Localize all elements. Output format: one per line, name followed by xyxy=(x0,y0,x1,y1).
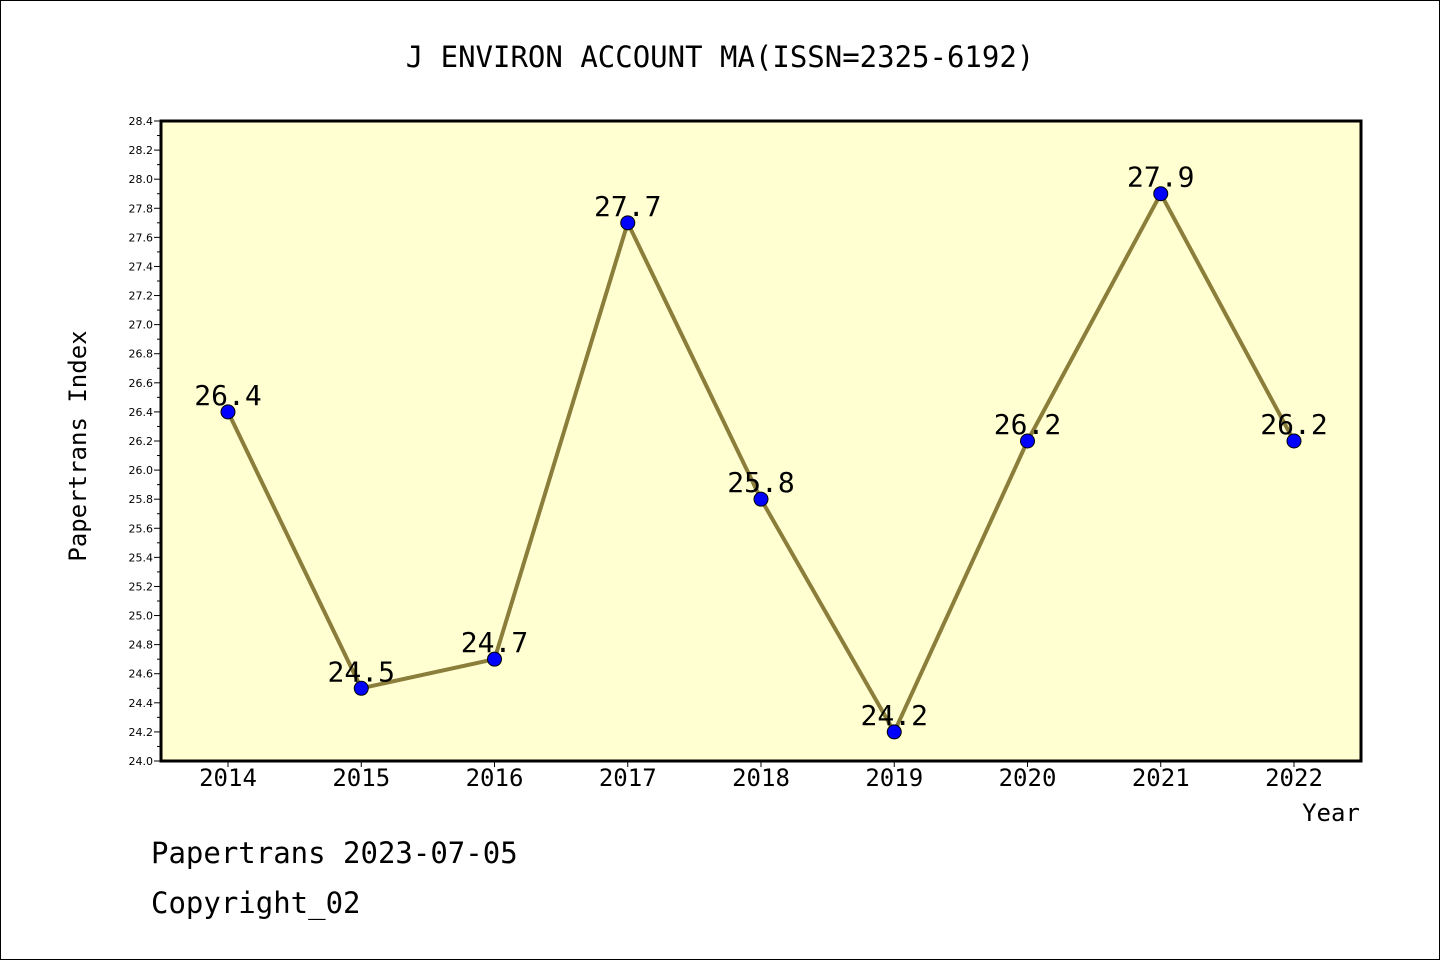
data-label-2016: 24.7 xyxy=(461,626,528,659)
y-tick-label: 24.2 xyxy=(129,726,154,739)
footer-copyright: Copyright_02 xyxy=(151,886,361,920)
x-tick-label: 2018 xyxy=(732,764,790,792)
y-tick-label: 27.2 xyxy=(129,290,154,303)
y-tick-label: 28.2 xyxy=(129,144,154,157)
x-tick-label: 2019 xyxy=(865,764,923,792)
y-tick-label: 25.4 xyxy=(129,551,154,564)
y-axis-label: Papertrans Index xyxy=(64,330,92,561)
plot-background xyxy=(161,121,1361,761)
data-point-2019 xyxy=(886,724,902,740)
y-tick-label: 27.4 xyxy=(129,260,154,273)
data-label-2020: 26.2 xyxy=(994,408,1061,441)
data-label-2014: 26.4 xyxy=(194,379,261,412)
data-point-2016 xyxy=(487,651,502,667)
y-tick-label: 24.4 xyxy=(129,697,154,710)
x-tick-label: 2017 xyxy=(599,764,657,792)
data-label-2015: 24.5 xyxy=(328,655,395,688)
plot-frame xyxy=(159,119,1363,763)
data-point-2015 xyxy=(353,680,369,696)
y-tick-label: 27.6 xyxy=(129,231,154,244)
y-tick-label: 27.8 xyxy=(129,202,154,215)
footer-date: Papertrans 2023-07-05 xyxy=(151,836,518,870)
y-tick-label: 26.0 xyxy=(129,464,154,477)
y-tick-label: 26.6 xyxy=(129,377,154,390)
y-tick-label: 26.4 xyxy=(129,406,154,419)
y-tick-label: 25.0 xyxy=(129,610,154,623)
data-point-2014 xyxy=(220,404,236,420)
y-tick-label: 28.4 xyxy=(129,115,154,128)
x-tick-label: 2022 xyxy=(1265,764,1323,792)
data-label-2017: 27.7 xyxy=(594,190,661,223)
x-tick-label: 2014 xyxy=(199,764,257,792)
data-label-2021: 27.9 xyxy=(1127,161,1194,194)
data-point-2017 xyxy=(620,215,636,231)
chart-title: J ENVIRON ACCOUNT MA(ISSN=2325-6192) xyxy=(406,40,1035,74)
y-tick-label: 24.6 xyxy=(129,668,154,681)
y-tick-label: 26.2 xyxy=(129,435,154,448)
data-label-2018: 25.8 xyxy=(727,466,794,499)
x-tick-label: 2015 xyxy=(332,764,390,792)
data-point-2021 xyxy=(1153,186,1169,202)
data-label-2019: 24.2 xyxy=(861,699,928,732)
y-tick-label: 28.0 xyxy=(129,173,154,186)
y-tick-label: 24.8 xyxy=(129,639,154,652)
x-tick-label: 2016 xyxy=(466,764,524,792)
y-tick-label: 27.0 xyxy=(129,319,154,332)
y-tick-label: 25.2 xyxy=(129,580,154,593)
x-axis-label: Year xyxy=(1302,799,1360,827)
y-tick-label: 25.6 xyxy=(129,522,154,535)
data-point-2022 xyxy=(1286,433,1302,449)
data-point-2020 xyxy=(1020,433,1035,449)
data-label-2022: 26.2 xyxy=(1260,408,1327,441)
y-tick-label: 24.0 xyxy=(129,755,154,768)
data-point-2018 xyxy=(753,491,769,507)
x-tick-label: 2021 xyxy=(1132,764,1190,792)
x-tick-label: 2020 xyxy=(999,764,1057,792)
y-tick-label: 26.8 xyxy=(129,348,154,361)
y-tick-label: 25.8 xyxy=(129,493,154,506)
